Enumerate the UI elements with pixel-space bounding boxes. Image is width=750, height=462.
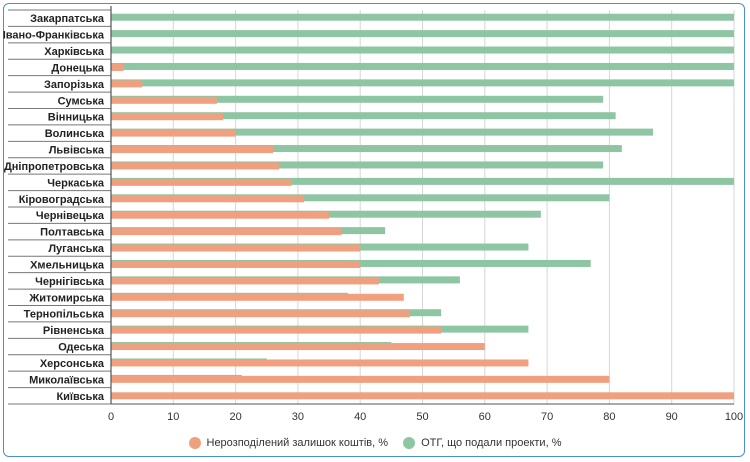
category-label: Полтавська xyxy=(40,227,105,239)
bar-unallocated xyxy=(111,211,330,219)
legend: Нерозподілений залишок коштів, % ОТГ, що… xyxy=(0,437,750,452)
bar-otg xyxy=(111,112,616,120)
category-label: Львівська xyxy=(49,145,105,157)
bar-unallocated xyxy=(111,293,404,301)
category-label: Рівненська xyxy=(43,325,105,337)
bar-unallocated xyxy=(111,392,734,400)
category-label: Донецька xyxy=(51,62,104,74)
bar-otg xyxy=(111,177,734,185)
legend-item-otg: ОТГ, що подали проекти, % xyxy=(403,437,561,449)
category-label: Волинська xyxy=(45,128,105,140)
category-label: Вінницька xyxy=(48,112,105,124)
x-tick-label: 40 xyxy=(354,411,366,423)
bar-unallocated xyxy=(111,326,442,334)
bar-otg xyxy=(111,13,734,21)
category-label: Кіровоградська xyxy=(19,194,105,206)
bar-unallocated xyxy=(111,244,361,252)
category-label: Одеська xyxy=(58,342,105,354)
category-label: Черкаська xyxy=(47,177,105,189)
category-label: Житомирська xyxy=(28,292,105,304)
bar-unallocated xyxy=(111,146,273,154)
category-label: Київська xyxy=(56,391,104,403)
bar-otg xyxy=(111,30,734,38)
x-tick-label: 60 xyxy=(479,411,491,423)
category-label: Чернівецька xyxy=(36,210,105,222)
bar-otg xyxy=(111,62,734,70)
bar-unallocated xyxy=(111,310,411,318)
category-label: Хмельницька xyxy=(30,259,105,271)
bar-otg xyxy=(111,46,734,54)
legend-item-unallocated: Нерозподілений залишок коштів, % xyxy=(188,437,389,449)
x-tick-label: 30 xyxy=(292,411,304,423)
bar-otg xyxy=(111,145,622,153)
bar-unallocated xyxy=(111,162,280,170)
category-label: Харківська xyxy=(44,46,105,58)
x-tick-label: 70 xyxy=(541,411,553,423)
bar-otg xyxy=(111,95,604,103)
bar-otg xyxy=(111,161,604,169)
bar-unallocated xyxy=(111,80,143,88)
bar-unallocated xyxy=(111,343,485,351)
bar-unallocated xyxy=(111,96,217,104)
bar-unallocated xyxy=(111,63,124,71)
category-label: Закарпатська xyxy=(30,13,105,25)
bar-otg xyxy=(111,79,734,87)
bar-unallocated xyxy=(111,195,305,203)
category-label: Тернопільська xyxy=(24,309,105,321)
bar-unallocated xyxy=(111,178,292,186)
category-label: Івано-Франківська xyxy=(3,30,105,42)
x-tick-label: 100 xyxy=(725,411,743,423)
category-label: Луганська xyxy=(48,243,105,255)
legend-swatch-otg xyxy=(403,437,416,449)
bar-unallocated xyxy=(111,129,236,137)
category-label: Миколаївська xyxy=(29,374,105,386)
legend-label-unallocated: Нерозподілений залишок коштів, % xyxy=(206,437,389,449)
category-label: Запорізька xyxy=(44,79,105,91)
category-label: Сумська xyxy=(58,95,105,107)
x-tick-label: 20 xyxy=(229,411,241,423)
category-label: Херсонська xyxy=(40,358,105,370)
bar-unallocated xyxy=(111,260,361,268)
bar-unallocated xyxy=(111,228,342,236)
category-label: Чернігівська xyxy=(35,276,105,288)
x-tick-label: 0 xyxy=(108,411,114,423)
bar-unallocated xyxy=(111,375,610,383)
category-label: Дніпропетровська xyxy=(4,161,105,173)
bar-unallocated xyxy=(111,277,379,285)
x-tick-label: 80 xyxy=(603,411,615,423)
x-tick-label: 90 xyxy=(666,411,678,423)
legend-swatch-unallocated xyxy=(188,437,201,449)
bar-unallocated xyxy=(111,113,224,121)
bar-unallocated xyxy=(111,359,529,367)
x-tick-label: 10 xyxy=(167,411,179,423)
bar-otg xyxy=(111,194,610,202)
bar-otg xyxy=(111,128,654,136)
x-tick-label: 50 xyxy=(416,411,428,423)
legend-label-otg: ОТГ, що подали проекти, % xyxy=(421,437,562,449)
